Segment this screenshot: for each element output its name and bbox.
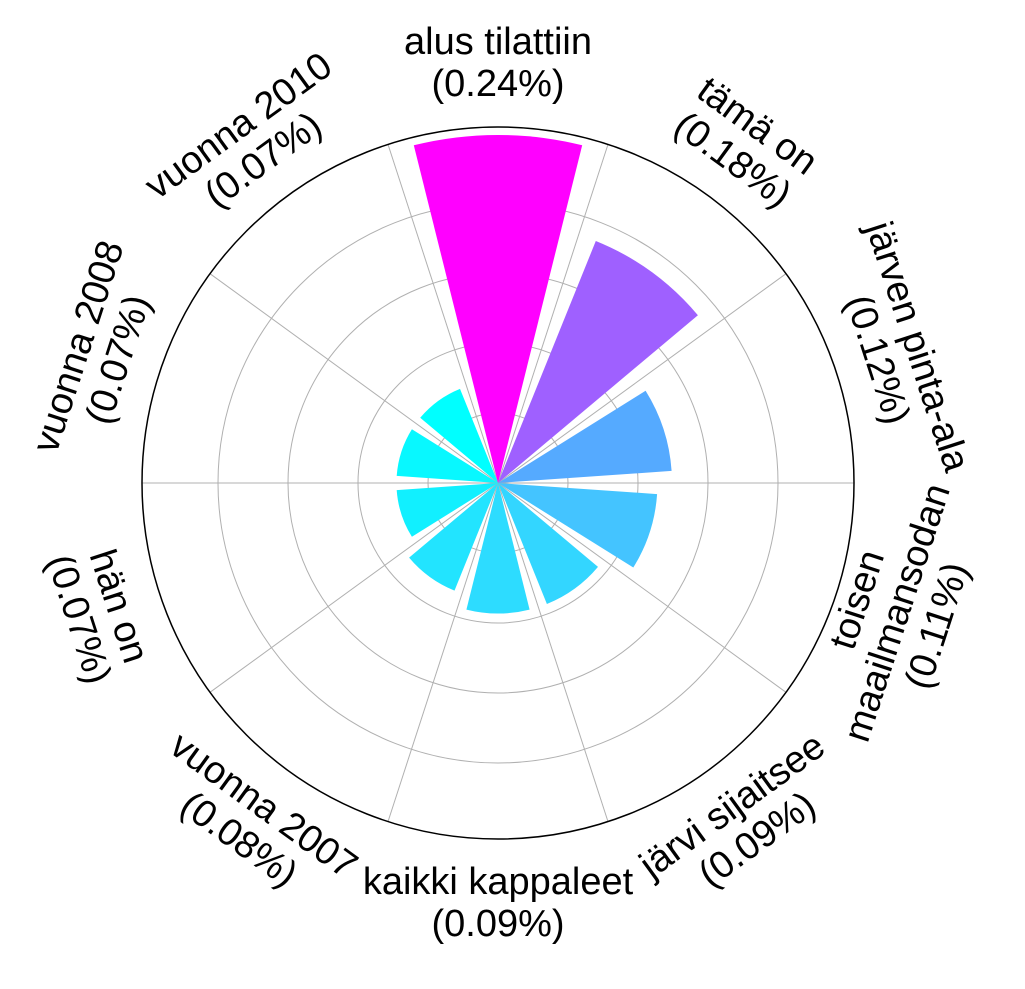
label-group-2: tämä on(0.18%) bbox=[666, 69, 825, 216]
category-label-6: kaikki kappaleet bbox=[363, 861, 634, 903]
label-group-1: alus tilattiin(0.24%) bbox=[404, 21, 592, 105]
grid-spoke-8 bbox=[209, 482, 499, 693]
grid-spoke-7 bbox=[387, 482, 499, 822]
grid-spoke-2 bbox=[497, 144, 609, 484]
bar-3 bbox=[498, 390, 672, 483]
bar-7 bbox=[409, 483, 498, 591]
category-label-1: alus tilattiin bbox=[404, 21, 592, 63]
bar-6 bbox=[466, 483, 530, 614]
grid-spoke-6 bbox=[497, 482, 609, 822]
label-group-8: hän on(0.07%) bbox=[38, 545, 156, 690]
label-group-5: järvi sijaitsee(0.09%) bbox=[631, 725, 832, 896]
bar-4 bbox=[498, 483, 658, 568]
bar-10 bbox=[420, 388, 498, 483]
bar-2 bbox=[498, 241, 698, 483]
label-group-3: järven pinta-ala(0.12%) bbox=[837, 216, 978, 478]
grid-spoke-10 bbox=[209, 273, 499, 484]
grid-spoke-5 bbox=[497, 482, 787, 693]
polar-grid bbox=[141, 126, 855, 840]
bar-9 bbox=[396, 429, 498, 483]
grid-spoke-1 bbox=[387, 144, 499, 484]
bar-5 bbox=[498, 483, 598, 604]
category-percent-1: (0.24%) bbox=[431, 63, 564, 105]
label-group-6: kaikki kappaleet(0.09%) bbox=[363, 861, 634, 945]
category-percent-6: (0.09%) bbox=[431, 903, 564, 945]
bar-8 bbox=[396, 483, 498, 537]
outer-ring bbox=[141, 126, 855, 840]
grid-spoke-3 bbox=[497, 273, 787, 484]
label-group-7: vuonna 2007(0.08%) bbox=[162, 724, 364, 896]
label-group-9: vuonna 2008(0.07%) bbox=[25, 236, 159, 458]
bar-1 bbox=[413, 134, 583, 483]
label-group-10: vuonna 2010(0.07%) bbox=[138, 45, 340, 217]
bars bbox=[396, 134, 698, 614]
